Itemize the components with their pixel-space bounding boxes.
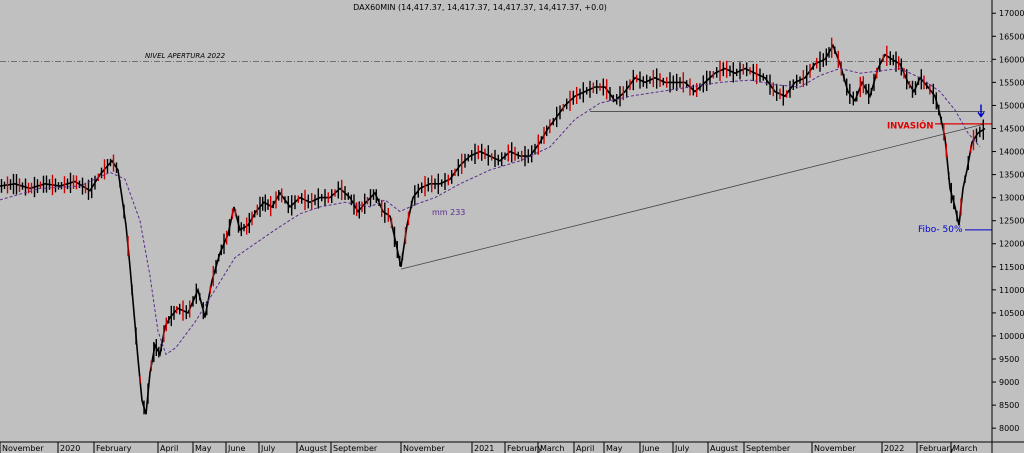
y-tick-label: 9000 — [999, 378, 1019, 387]
down-arrow-icon — [977, 104, 985, 118]
y-tick-label: 10000 — [999, 332, 1024, 341]
fibo-label: Fibo- 50% — [918, 225, 963, 235]
x-tick-label: November — [2, 444, 44, 453]
y-tick-label: 13500 — [999, 171, 1024, 180]
y-tick-label: 13000 — [999, 194, 1024, 203]
x-tick-label: 2021 — [474, 444, 494, 453]
x-tick-label: March — [953, 444, 977, 453]
y-tick-label: 14500 — [999, 124, 1024, 133]
y-tick-label: 12000 — [999, 240, 1024, 249]
x-tick-label: August — [710, 444, 738, 453]
y-tick-label: 15500 — [999, 78, 1024, 87]
x-tick-label: September — [746, 444, 791, 453]
y-tick-label: 17000 — [999, 9, 1024, 18]
y-tick-label: 14000 — [999, 148, 1024, 157]
x-tick-label: June — [227, 444, 246, 453]
x-tick-label: 2020 — [60, 444, 80, 453]
y-tick-label: 16500 — [999, 32, 1024, 41]
x-tick-label: April — [160, 444, 178, 453]
x-tick-label: May — [195, 444, 212, 453]
x-tick-label: July — [674, 444, 690, 453]
x-tick-label: July — [260, 444, 276, 453]
y-tick-label: 8000 — [999, 424, 1019, 433]
x-tick-label: November — [814, 444, 856, 453]
trend-line — [400, 123, 986, 270]
chart-title: DAX60MIN (14,417.37, 14,417.37, 14,417.3… — [353, 3, 607, 12]
y-tick-label: 9500 — [999, 355, 1019, 364]
x-tick-label: September — [333, 444, 378, 453]
mm-233-label: mm 233 — [432, 208, 465, 217]
ma-series-line — [0, 67, 981, 356]
x-tick-label: February — [96, 444, 132, 453]
y-tick-label: 12500 — [999, 217, 1024, 226]
y-tick-label: 16000 — [999, 55, 1024, 64]
x-tick-label: May — [606, 444, 623, 453]
x-tick-label: June — [641, 444, 660, 453]
y-tick-label: 11000 — [999, 286, 1024, 295]
x-tick-label: February — [919, 444, 955, 453]
x-tick-label: November — [403, 444, 445, 453]
x-tick-label: 2022 — [884, 444, 904, 453]
nivel-apertura-label: NIVEL APERTURA 2022 — [145, 52, 226, 60]
x-tick-label: February — [507, 444, 543, 453]
invasion-label: INVASIÓN — [887, 119, 933, 131]
y-tick-label: 10500 — [999, 309, 1024, 318]
y-tick-label: 11500 — [999, 263, 1024, 272]
x-tick-label: April — [576, 444, 594, 453]
y-tick-label: 8500 — [999, 401, 1019, 410]
x-tick-label: August — [299, 444, 327, 453]
y-tick-label: 15000 — [999, 101, 1024, 110]
x-tick-label: March — [540, 444, 564, 453]
